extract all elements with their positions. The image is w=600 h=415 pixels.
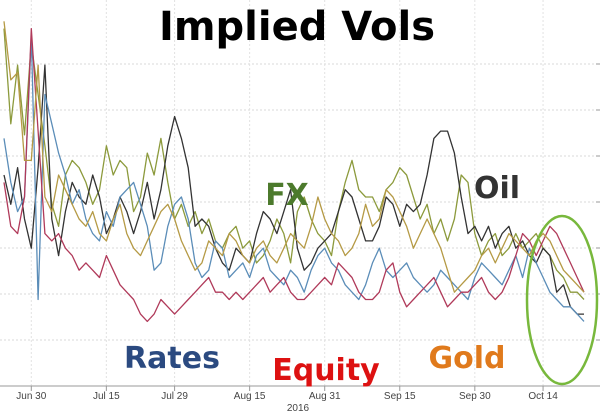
series-lines <box>3 21 585 323</box>
highlight-ellipse <box>525 214 599 386</box>
series-labels: FX Oil Rates Equity Gold <box>124 171 520 388</box>
x-tick-label: Oct 14 <box>528 391 558 402</box>
series-line-oil <box>3 64 584 315</box>
series-label-rates: Rates <box>124 341 220 376</box>
series-label-fx: FX <box>265 178 309 213</box>
x-tick-label: Jul 29 <box>161 391 188 402</box>
x-axis-ticks: Jun 30 Jul 15 Jul 29 Aug 15 Aug 31 Sep 15 Sep … <box>16 386 558 402</box>
series-line-rates <box>3 35 585 322</box>
series-line-gold <box>3 21 585 293</box>
chart-title: Implied Vols <box>159 4 435 50</box>
x-tick-label: Sep 30 <box>459 391 491 402</box>
series-label-gold: Gold <box>429 341 506 376</box>
x-tick-label: Aug 15 <box>234 391 266 402</box>
series-label-equity: Equity <box>272 353 380 388</box>
x-tick-label: Jul 15 <box>93 391 120 402</box>
year-label: 2016 <box>287 403 310 414</box>
x-tick-label: Sep 15 <box>384 391 416 402</box>
series-line-equity <box>3 27 585 323</box>
x-tick-label: Aug 31 <box>309 391 341 402</box>
series-label-oil: Oil <box>474 171 520 206</box>
x-tick-label: Jun 30 <box>16 391 46 402</box>
grid <box>0 0 600 386</box>
